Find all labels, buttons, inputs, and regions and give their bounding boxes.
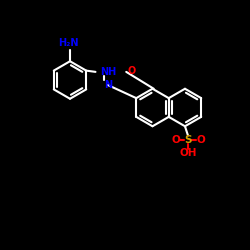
Text: O: O <box>171 135 180 145</box>
Text: N: N <box>104 80 112 90</box>
Text: O: O <box>128 66 136 76</box>
Text: S: S <box>184 135 192 145</box>
Text: NH: NH <box>100 67 116 77</box>
Text: H₂N: H₂N <box>58 38 79 48</box>
Text: O: O <box>196 135 205 145</box>
Text: OH: OH <box>179 148 197 158</box>
